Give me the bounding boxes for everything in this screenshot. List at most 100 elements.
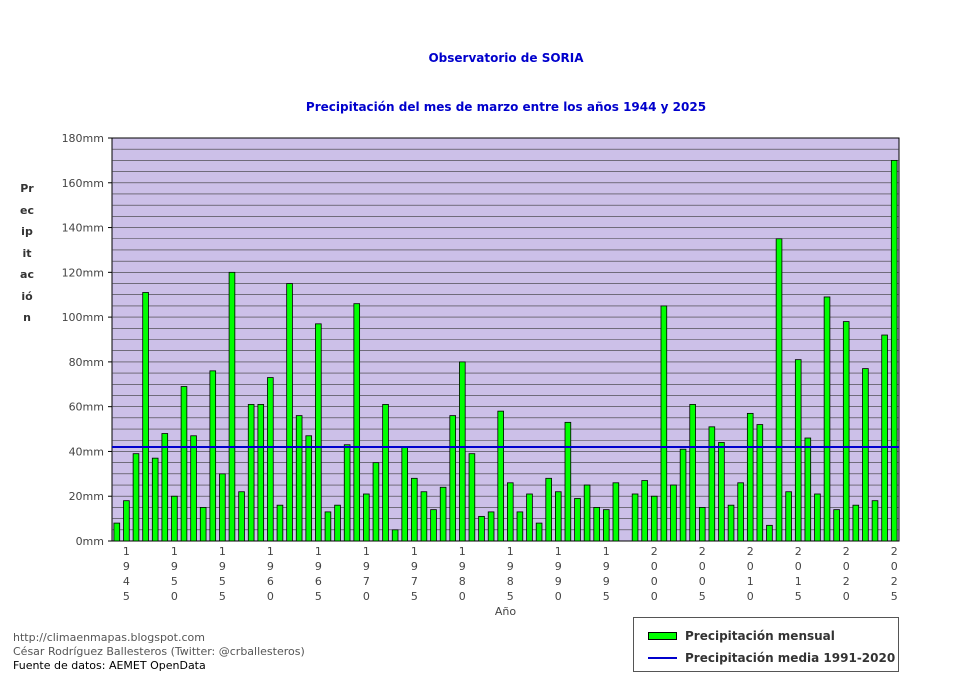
- bar-1966: [324, 511, 332, 542]
- bar-1964: [305, 435, 313, 542]
- bar-1959: [257, 404, 265, 542]
- bar-1969: [353, 303, 361, 542]
- y-ticks: 0mm 20mm 40mm 60mm 80mm 100mm 120mm 140mm 160mm 1…: [62, 132, 112, 548]
- gridlines: [112, 148, 899, 531]
- bar-1986: [516, 511, 524, 542]
- bar-1995: [602, 509, 610, 542]
- bar-1994: [593, 507, 600, 542]
- bar-2021: [852, 504, 860, 542]
- bar-1971: [372, 462, 380, 542]
- legend-line-swatch: [648, 657, 677, 659]
- bar-2025: [890, 159, 898, 542]
- chart-title: Observatorio de SORIA: [428, 51, 584, 65]
- bar-1974: [401, 446, 409, 542]
- bar-1949: [161, 433, 169, 542]
- legend-label-mean: Precipitación media 1991-2020: [685, 651, 896, 665]
- bar-2009: [737, 482, 744, 542]
- bar-1947: [142, 292, 149, 542]
- bar-1956: [228, 271, 236, 542]
- bar-2022: [862, 368, 869, 542]
- bar-1977: [430, 509, 437, 542]
- y-tick-label: 60mm: [69, 401, 104, 414]
- bar-1953: [199, 507, 207, 542]
- credit-url[interactable]: http://climaenmapas.blogspot.com: [13, 631, 205, 644]
- bar-1957: [238, 491, 245, 542]
- bar-1973: [391, 529, 399, 542]
- bar-1963: [295, 415, 303, 542]
- bar-1984: [497, 410, 504, 542]
- bar-1945: [123, 500, 130, 542]
- y-tick-label: 100mm: [62, 311, 104, 324]
- bar-2006: [708, 426, 716, 542]
- legend-label-monthly: Precipitación mensual: [685, 629, 835, 643]
- y-tick-label: 120mm: [62, 266, 104, 279]
- y-tick-label: 80mm: [69, 356, 104, 369]
- bar-1990: [555, 491, 562, 542]
- bar-1975: [411, 477, 418, 542]
- bar-1972: [382, 404, 389, 542]
- bar-1989: [545, 477, 552, 542]
- y-tick-label: 140mm: [62, 222, 104, 235]
- bar-1950: [171, 495, 178, 542]
- bar-1991: [564, 421, 572, 542]
- bar-1976: [420, 491, 428, 542]
- bar-1985: [507, 482, 514, 542]
- bar-2014: [785, 491, 792, 542]
- bar-1944: [113, 522, 121, 542]
- legend-item-mean: Precipitación media 1991-2020: [648, 649, 895, 667]
- bar-2013: [775, 238, 783, 542]
- legend: Precipitación mensual Precipitación medi…: [633, 617, 899, 672]
- bar-1992: [574, 498, 581, 542]
- credit-source: Fuente de datos: AEMET OpenData: [13, 659, 206, 672]
- y-tick-label: 160mm: [62, 177, 104, 190]
- bar-1987: [526, 493, 533, 542]
- bar-1955: [219, 473, 226, 542]
- bar-1982: [478, 515, 485, 542]
- bar-1999: [641, 480, 648, 542]
- bar-1979: [449, 415, 456, 542]
- y-tick-label: 0mm: [76, 535, 104, 548]
- y-tick-label: 40mm: [69, 445, 104, 458]
- bar-1958: [247, 404, 255, 542]
- bar-1948: [151, 457, 159, 542]
- y-tick-label: 180mm: [62, 132, 104, 145]
- credits: http://climaenmapas.blogspot.com César R…: [13, 631, 305, 673]
- bar-2003: [679, 448, 687, 542]
- bar-2017: [814, 493, 821, 542]
- legend-item-monthly: Precipitación mensual: [648, 627, 835, 645]
- bar-1946: [132, 453, 140, 542]
- bar-2007: [718, 442, 725, 542]
- bar-2001: [660, 305, 668, 542]
- x-axis-label: Año: [495, 605, 516, 618]
- chart-subtitle: Precipitación del mes de marzo entre los…: [305, 100, 707, 114]
- y-axis-label: Precipitación: [20, 182, 34, 324]
- bar-1993: [583, 484, 591, 542]
- bars: [113, 159, 898, 542]
- bar-2024: [881, 334, 888, 542]
- bar-2000: [650, 495, 658, 542]
- bar-1998: [631, 493, 639, 542]
- bar-1981: [468, 453, 476, 542]
- bar-1965: [315, 323, 322, 542]
- bar-2002: [670, 484, 677, 542]
- bar-1962: [286, 283, 293, 542]
- bar-2020: [842, 321, 850, 542]
- bar-1961: [276, 504, 284, 542]
- bar-1983: [487, 511, 495, 542]
- bar-2015: [794, 359, 802, 542]
